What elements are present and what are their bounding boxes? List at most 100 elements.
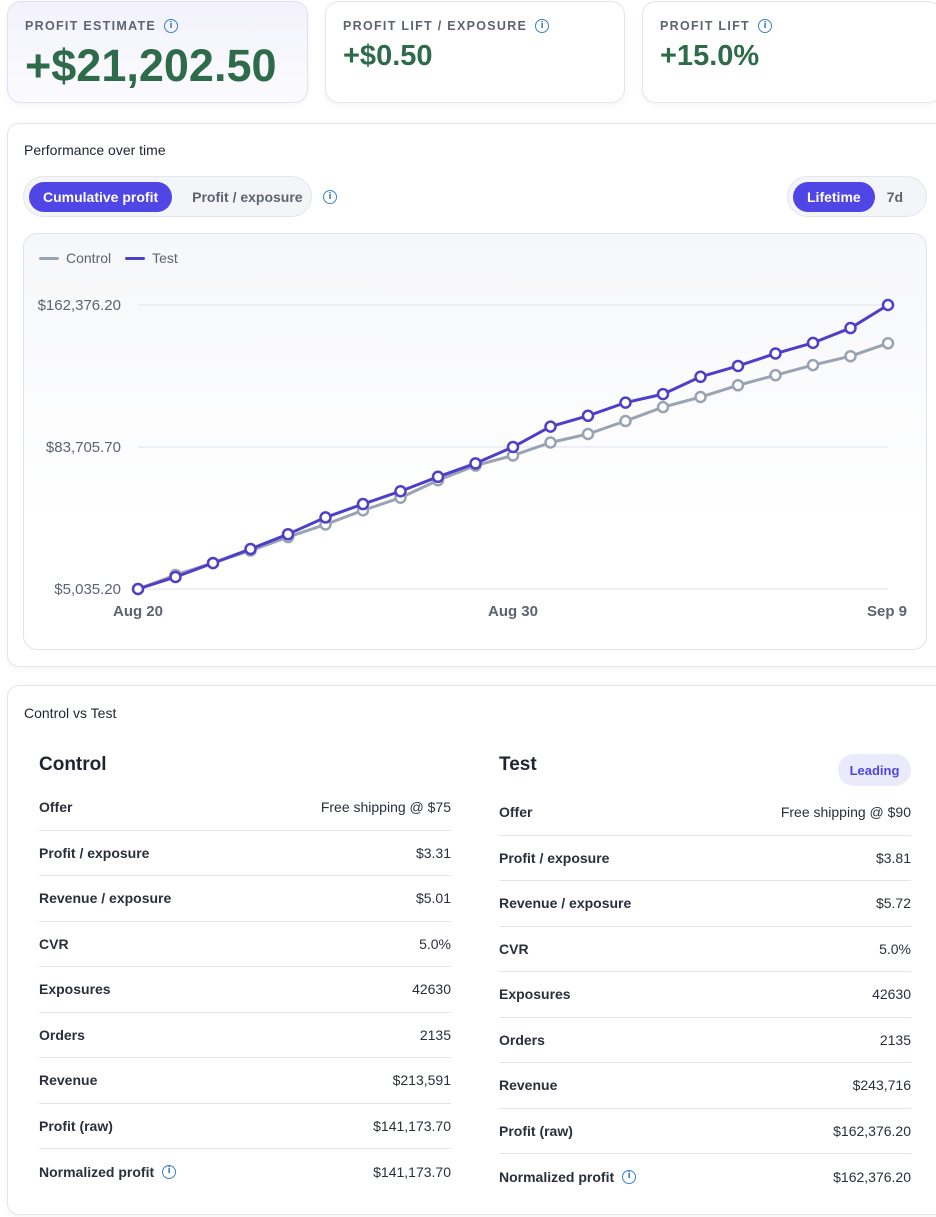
data-point-test [394,484,407,498]
test-metric-label: CVR [499,941,529,957]
table-row: Revenue $213,591 [39,1058,451,1104]
test-metric-value: $5.72 [875,895,911,912]
data-point-test [844,321,857,335]
data-point-control [769,368,782,382]
data-point-test [806,336,820,350]
comparison-title: Control vs Test [24,705,117,721]
test-metric-name: Exposures [499,986,571,1003]
table-row: Profit / exposure $3.81 [499,836,911,881]
control-metric-label: CVR [39,936,69,952]
performance-chart: Control Test $162,376.20 $83,705.70 $5,035… [23,233,927,650]
profit-estimate-card: PROFIT ESTIMATE i +$21,202.50 [7,1,308,103]
performance-title: Performance over time [24,142,166,158]
tab-cumulative-profit[interactable]: Cumulative profit [29,181,173,212]
table-row: Offer Free shipping @ $90 [499,790,911,836]
profit-estimate-value: +$21,202.50 [25,40,277,91]
control-metric-name: Offer [39,799,73,816]
profit-lift-card: PROFIT LIFT i +15.0% [642,1,936,103]
data-point-control [656,400,670,414]
table-row: Profit (raw) $162,376.20 [499,1109,911,1154]
control-metric-label: Orders [39,1027,85,1043]
control-metric-label: Exposures [39,981,111,997]
test-metric-label: Profit / exposure [499,850,609,866]
test-metric-label: Revenue / exposure [499,895,631,911]
tab-profit-per-exposure[interactable]: Profit / exposure [192,188,303,205]
table-row: CVR 5.0% [499,927,911,972]
data-point-control [694,390,707,404]
control-metric-value: $5.01 [415,890,451,907]
info-icon[interactable]: i [535,19,550,33]
control-metric-name: Profit (raw) [39,1117,113,1134]
control-metric-value: 5.0% [419,935,451,952]
tab-7d[interactable]: 7d [886,188,904,205]
profit-lift-value: +15.0% [660,40,760,72]
table-row: Orders 2135 [39,1013,451,1058]
control-metric-name: Revenue [39,1072,98,1089]
info-icon[interactable]: i [622,1169,637,1184]
test-metric-label: Exposures [499,986,571,1002]
control-metric-label: Revenue / exposure [39,890,171,906]
test-metric-label: Revenue [499,1077,557,1093]
info-icon[interactable]: i [757,19,772,33]
data-point-test [619,396,632,409]
table-row: Offer Free shipping @ $75 [39,785,451,831]
test-metric-label: Offer [499,804,532,820]
test-metric-value: 2135 [879,1031,911,1048]
data-point-test [244,542,257,556]
control-metric-name: Normalized profit [39,1163,155,1180]
data-point-test [544,420,557,433]
control-metric-name: Profit / exposure [39,844,150,861]
profit-lift-exposure-value: +$0.50 [343,40,433,72]
tab-lifetime[interactable]: Lifetime [793,181,875,212]
test-panel-title: Test [499,754,537,775]
line-chart-svg: $162,376.20 $83,705.70 $5,035.20 Aug 20 Aug … [38,297,907,620]
data-point-test [356,497,370,511]
info-icon[interactable]: i [162,1164,177,1179]
y-tick-label: $162,376.20 [38,297,121,314]
data-point-test [769,347,782,360]
data-point-control [544,436,557,449]
test-metric-name: Orders [499,1031,545,1048]
info-icon[interactable]: i [323,190,337,204]
table-row: Orders 2135 [499,1018,911,1063]
data-point-control [731,379,745,392]
legend-label-test: Test [152,250,178,266]
profit-lift-exposure-card: PROFIT LIFT / EXPOSURE i +$0.50 [325,1,625,103]
control-metric-value: $141,173.70 [373,1117,451,1134]
data-point-control [844,349,857,363]
legend-label-control: Control [66,250,112,266]
test-metric-value: 5.0% [879,940,911,957]
test-metric-value: $162,376.20 [833,1168,911,1185]
control-metric-label: Profit (raw) [39,1118,113,1134]
test-metric-value: $3.81 [875,849,911,866]
test-metric-value: 42630 [872,986,911,1003]
control-metric-name: CVR [39,935,69,952]
legend-item-test[interactable]: Test [125,250,178,266]
test-metric-name: Profit / exposure [499,849,610,866]
range-toggle: Lifetime 7d [787,176,927,217]
control-metric-value: $141,173.70 [373,1163,451,1180]
info-icon[interactable]: i [164,19,179,33]
legend-swatch-test [125,256,146,260]
data-point-test [731,359,745,373]
data-point-test [506,440,520,454]
test-metric-value: $162,376.20 [833,1122,911,1139]
x-tick-label: Aug 30 [488,603,538,620]
data-point-test [319,511,332,524]
control-metric-label: Normalized profit i [39,1163,177,1180]
data-point-test [694,370,707,384]
data-point-test [281,527,295,541]
x-tick-label: Aug 20 [113,603,163,620]
table-row: Revenue / exposure $5.72 [499,881,911,927]
data-point-test [656,387,670,401]
control-metric-value: $3.31 [415,844,451,861]
test-metric-name: Revenue / exposure [499,895,632,912]
legend-item-control[interactable]: Control [39,250,111,266]
control-metric-name: Exposures [39,981,111,998]
profit-estimate-label: PROFIT ESTIMATE [25,19,157,33]
control-metric-value: 2135 [419,1026,451,1043]
data-point-test [469,457,482,470]
control-metric-value: 42630 [412,981,451,998]
control-metric-value: $213,591 [392,1072,451,1089]
test-metric-label: Orders [499,1032,545,1048]
